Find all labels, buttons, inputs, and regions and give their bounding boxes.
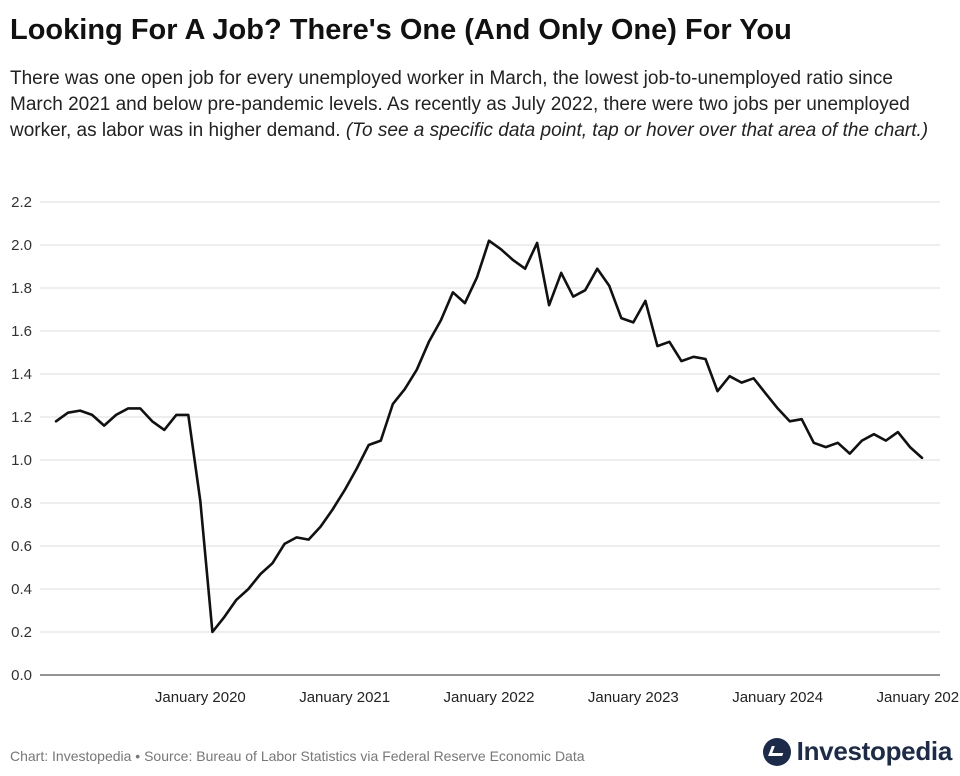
y-tick-label: 2.0 bbox=[11, 237, 32, 254]
y-tick-label: 1.0 bbox=[11, 452, 32, 469]
y-tick-label: 2.2 bbox=[11, 194, 32, 211]
x-tick-label: January 2025 bbox=[877, 689, 960, 706]
line-chart[interactable]: 0.0 0.2 0.4 0.6 0.8 1.0 1.2 1.4 1.6 1.8 2.0 2.2 Jan… bbox=[0, 180, 960, 720]
y-tick-label: 0.2 bbox=[11, 624, 32, 641]
subtitle-note: (To see a specific data point, tap or ho… bbox=[345, 120, 929, 141]
x-tick-label: January 2021 bbox=[299, 689, 390, 706]
y-tick-label: 0.0 bbox=[11, 667, 32, 684]
y-tick-label: 1.8 bbox=[11, 280, 32, 297]
x-tick-label: January 2024 bbox=[732, 689, 823, 706]
x-tick-label: January 2022 bbox=[444, 689, 535, 706]
y-tick-label: 0.4 bbox=[11, 581, 32, 598]
y-tick-label: 1.6 bbox=[11, 323, 32, 340]
x-tick-label: January 2020 bbox=[155, 689, 246, 706]
gridlines bbox=[40, 201, 940, 676]
x-tick-label: January 2023 bbox=[588, 689, 679, 706]
y-tick-label: 0.6 bbox=[11, 538, 32, 555]
chart-source: Chart: Investopedia • Source: Bureau of … bbox=[10, 748, 585, 764]
chart-subtitle: There was one open job for every unemplo… bbox=[10, 66, 950, 144]
y-tick-label: 1.2 bbox=[11, 409, 32, 426]
y-tick-label: 1.4 bbox=[11, 366, 32, 383]
y-axis: 0.0 0.2 0.4 0.6 0.8 1.0 1.2 1.4 1.6 1.8 2.0 2.2 bbox=[11, 194, 32, 684]
subtitle-text: There was one open job for every unemplo… bbox=[10, 68, 910, 141]
investopedia-logo-icon bbox=[762, 737, 791, 766]
x-axis: January 2020 January 2021 January 2022 Janu… bbox=[155, 689, 960, 706]
chart-title: Looking For A Job? There's One (And Only… bbox=[10, 14, 792, 46]
brand-logo: Investopedia bbox=[762, 736, 953, 767]
y-tick-label: 0.8 bbox=[11, 495, 32, 512]
series-line[interactable] bbox=[54, 239, 924, 634]
brand-name: Investopedia bbox=[796, 736, 953, 766]
